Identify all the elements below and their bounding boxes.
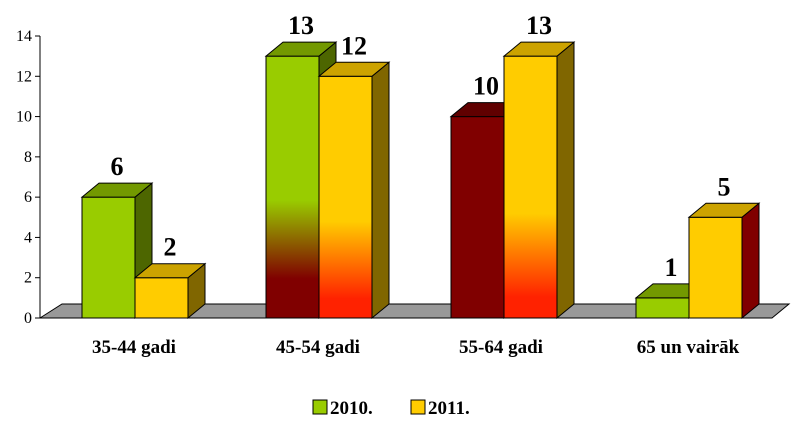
bars	[80, 41, 761, 320]
data-label: 1	[665, 253, 678, 282]
bar-series2-4	[687, 202, 761, 320]
data-label: 13	[526, 11, 552, 40]
data-labels: 6 2 13 12 10 13 1 5	[111, 11, 731, 282]
y-tick-label: 4	[24, 229, 32, 246]
y-tick-label: 6	[24, 189, 32, 206]
legend-swatch	[410, 399, 426, 415]
category-label: 55-64 gadi	[459, 337, 543, 358]
y-tick-label: 12	[16, 68, 32, 85]
category-label: 35-44 gadi	[92, 337, 176, 358]
data-label: 6	[111, 152, 124, 181]
y-tick-label: 8	[24, 149, 32, 166]
category-label: 65 un vairāk	[637, 337, 740, 358]
legend: 2010. 2011.	[312, 398, 470, 419]
data-label: 10	[473, 72, 499, 101]
data-label: 12	[341, 31, 367, 60]
data-label: 13	[288, 11, 314, 40]
legend-item-2: 2011.	[410, 398, 470, 419]
data-label: 2	[164, 233, 177, 262]
bar-series2-3	[502, 41, 576, 320]
legend-item-1: 2010.	[312, 398, 373, 419]
legend-swatch	[312, 399, 328, 415]
legend-label: 2010.	[330, 398, 373, 419]
y-tick-label: 2	[24, 270, 32, 287]
category-labels: 35-44 gadi 45-54 gadi 55-64 gadi 65 un vair…	[92, 337, 740, 358]
y-axis: 0 2 4 6 8 10 12 14	[16, 28, 41, 327]
data-label: 5	[718, 172, 731, 201]
bar-series2-1	[133, 262, 207, 320]
bar-series2-2	[317, 61, 391, 320]
y-tick-label: 14	[16, 28, 32, 45]
y-tick-label: 10	[16, 109, 32, 126]
category-label: 45-54 gadi	[276, 337, 360, 358]
y-tick-label: 0	[24, 310, 32, 327]
legend-label: 2011.	[428, 398, 470, 419]
